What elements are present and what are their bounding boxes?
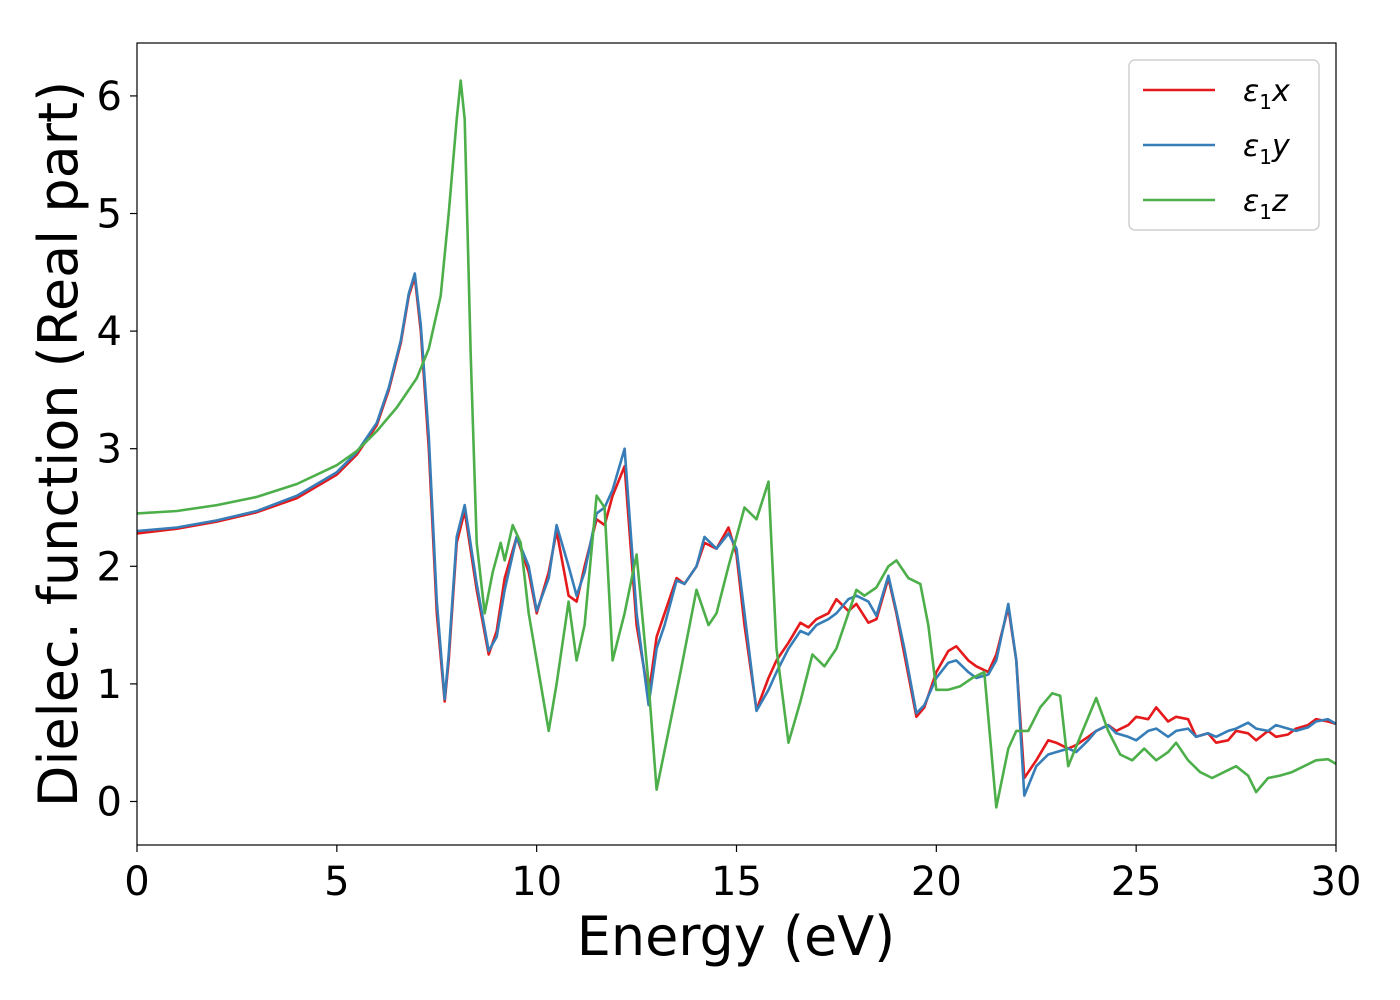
x-axis-title: Energy (eV) (577, 905, 896, 968)
legend-label-x: ε1x (1243, 74, 1290, 114)
legend-series-name: y (1271, 129, 1291, 164)
x-tick-label: 5 (324, 859, 349, 905)
y-axis-title: Dielec. function (Real part) (27, 81, 90, 807)
series-line-y (137, 272, 1336, 797)
legend-subscript: 1 (1259, 90, 1272, 114)
y-tick-label: 6 (97, 74, 122, 120)
legend-symbol: ε (1243, 74, 1259, 109)
x-tick-label: 15 (711, 859, 762, 905)
series-layer (137, 79, 1336, 809)
legend-box (1128, 59, 1320, 231)
legend-label-y: ε1y (1243, 129, 1291, 169)
y-tick-label: 4 (97, 309, 122, 355)
x-axis: 0 5 10 15 20 25 30 (124, 845, 1361, 905)
x-tick-label: 0 (124, 859, 149, 905)
legend-subscript: 1 (1259, 145, 1272, 169)
legend-label-z: ε1z (1243, 184, 1289, 224)
y-axis: 0 1 2 3 4 5 6 (97, 74, 137, 825)
series-line-z (137, 79, 1336, 809)
legend-symbol: ε (1243, 129, 1259, 164)
y-tick-label: 0 (97, 779, 122, 825)
legend-series-name: x (1271, 74, 1290, 109)
legend-symbol: ε (1243, 184, 1259, 219)
y-tick-label: 1 (97, 662, 122, 708)
series-line-x (137, 275, 1336, 780)
y-tick-label: 2 (97, 544, 122, 590)
x-tick-label: 25 (1111, 859, 1162, 905)
x-tick-label: 20 (911, 859, 962, 905)
legend-series-name: z (1271, 184, 1289, 219)
x-tick-label: 10 (511, 859, 562, 905)
y-tick-label: 3 (97, 427, 122, 473)
x-tick-label: 30 (1311, 859, 1362, 905)
legend-subscript: 1 (1259, 200, 1272, 224)
y-tick-label: 5 (97, 192, 122, 238)
